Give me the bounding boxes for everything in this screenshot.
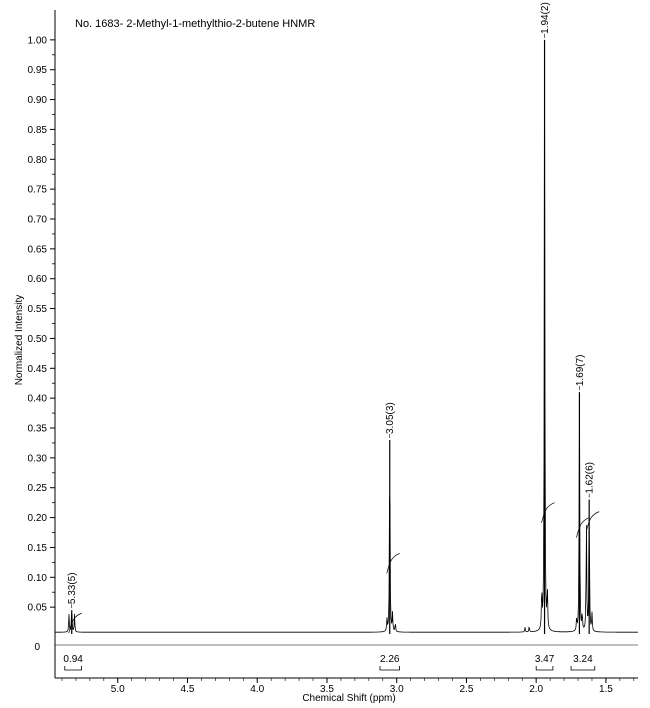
peak-label: 1.69(7): [575, 354, 586, 386]
y-tick-label: 0.25: [28, 483, 48, 494]
integral-curve: [386, 553, 400, 574]
y-tick-label: 0.10: [28, 573, 48, 584]
y-axis-label: Normalized Intensity: [14, 295, 25, 386]
x-tick-label: 3.5: [320, 684, 334, 695]
integral-bracket: [379, 666, 400, 671]
y-tick-label: 0.05: [28, 603, 48, 614]
integral-curve: [68, 612, 82, 634]
integral-markers: 0.94 2.26 3.47 3.24: [63, 654, 596, 671]
peak-labels: 5.33(5) 3.05(3) 1.94(2) 1.69(7) 1.62(6): [67, 2, 600, 635]
y-tick-label: 0.75: [28, 185, 48, 196]
peak-label: 3.05(3): [385, 402, 396, 434]
peak-label: 1.94(2): [540, 2, 551, 34]
integral-curve: [541, 502, 555, 523]
integral-bracket: [64, 666, 82, 671]
peak-label: 5.33(5): [67, 572, 78, 604]
y-tick-label: 0.45: [28, 364, 48, 375]
y-tick-label: 0.65: [28, 244, 48, 255]
y-tick-label: 0.80: [28, 155, 48, 166]
y-tick-label: 0.20: [28, 513, 48, 524]
y-tick-label: 0.60: [28, 274, 48, 285]
x-tick-label: 5.0: [111, 684, 125, 695]
peak-label: 1.62(6): [585, 462, 596, 494]
integral-value: 0.94: [63, 654, 83, 665]
y-zero-label: 0: [34, 642, 40, 653]
y-tick-label: 0.70: [28, 215, 48, 226]
chart-title: No. 1683- 2-Methyl-1-methylthio-2-butene…: [75, 18, 315, 30]
spectrum-line: [55, 46, 638, 633]
y-tick-label: 0.95: [28, 65, 48, 76]
y-tick-label: 0.30: [28, 453, 48, 464]
y-tick-label: 0.55: [28, 304, 48, 315]
x-tick-label: 2.5: [459, 684, 473, 695]
y-tick-label: 0.15: [28, 543, 48, 554]
integral-value: 3.47: [535, 654, 555, 665]
y-tick-label: 0.90: [28, 95, 48, 106]
x-tick-label: 1.5: [599, 684, 613, 695]
integral-value: 3.24: [573, 654, 593, 665]
x-axis-ticks: 5.0 4.5 4.0 3.5 3.0 2.5 2.0 1.5: [61, 678, 635, 695]
y-tick-label: 0.40: [28, 394, 48, 405]
integral-bracket: [570, 666, 596, 671]
integral-curve: [585, 511, 600, 532]
y-tick-label: 1.00: [28, 35, 48, 46]
x-axis-label: Chemical Shift (ppm): [302, 693, 395, 704]
x-tick-label: 4.0: [250, 684, 264, 695]
y-tick-label: 0.50: [28, 334, 48, 345]
spectrum-trace: [55, 46, 638, 633]
integral-bracket: [535, 666, 554, 671]
y-tick-label: 0.85: [28, 125, 48, 136]
integral-curve: [576, 517, 590, 538]
x-tick-label: 3.0: [390, 684, 404, 695]
y-tick-label: 0.35: [28, 424, 48, 435]
y-axis-ticks: 0.05 0.10 0.15 0.20 0.25 0.30 0.35 0.40 0.45 0.50…: [28, 35, 55, 653]
x-tick-label: 4.5: [181, 684, 195, 695]
integral-value: 2.26: [380, 654, 400, 665]
x-tick-label: 2.0: [529, 684, 543, 695]
